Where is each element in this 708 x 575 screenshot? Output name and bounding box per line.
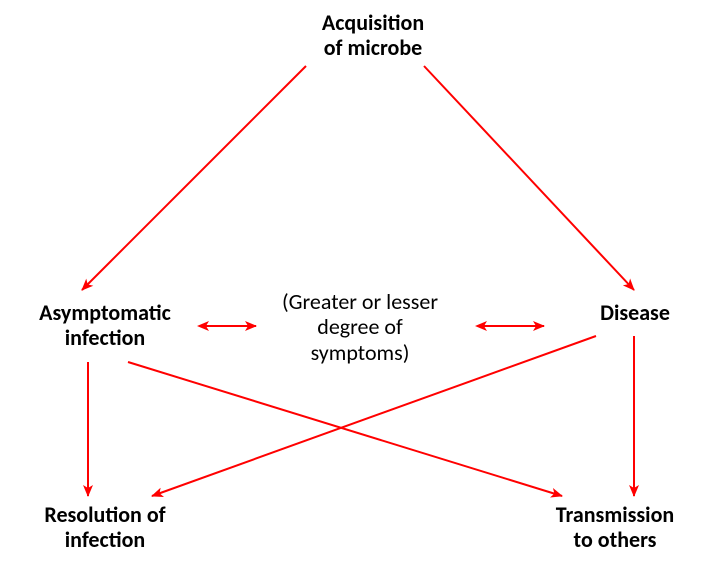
node-transmission-line1: Transmission <box>530 502 700 527</box>
edge-acquisition-to-asymptomatic <box>82 66 306 290</box>
node-asymptomatic-line1: Asymptomatic <box>20 300 190 325</box>
node-asymptomatic: Asymptomatic infection <box>20 300 190 351</box>
edge-asymptomatic-to-transmission <box>128 362 562 496</box>
node-asymptomatic-line2: infection <box>20 325 190 350</box>
node-resolution-line2: infection <box>20 527 190 552</box>
node-degree-line1: (Greater or lesser <box>250 289 470 314</box>
node-acquisition-line2: of microbe <box>298 35 448 60</box>
node-degree-line3: symptoms) <box>250 340 470 365</box>
node-resolution-line1: Resolution of <box>20 502 190 527</box>
node-disease-line1: Disease <box>580 300 690 325</box>
edge-acquisition-to-disease <box>424 66 634 290</box>
node-resolution: Resolution of infection <box>20 502 190 553</box>
node-acquisition-line1: Acquisition <box>298 10 448 35</box>
node-disease: Disease <box>580 300 690 325</box>
node-degree-line2: degree of <box>250 314 470 339</box>
node-acquisition: Acquisition of microbe <box>298 10 448 61</box>
node-degree: (Greater or lesser degree of symptoms) <box>250 289 470 365</box>
node-transmission: Transmission to others <box>530 502 700 553</box>
node-transmission-line2: to others <box>530 527 700 552</box>
